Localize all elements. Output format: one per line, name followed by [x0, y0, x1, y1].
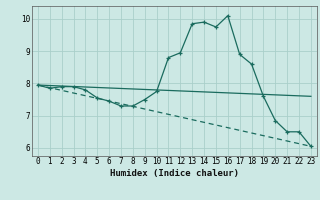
X-axis label: Humidex (Indice chaleur): Humidex (Indice chaleur) — [110, 169, 239, 178]
